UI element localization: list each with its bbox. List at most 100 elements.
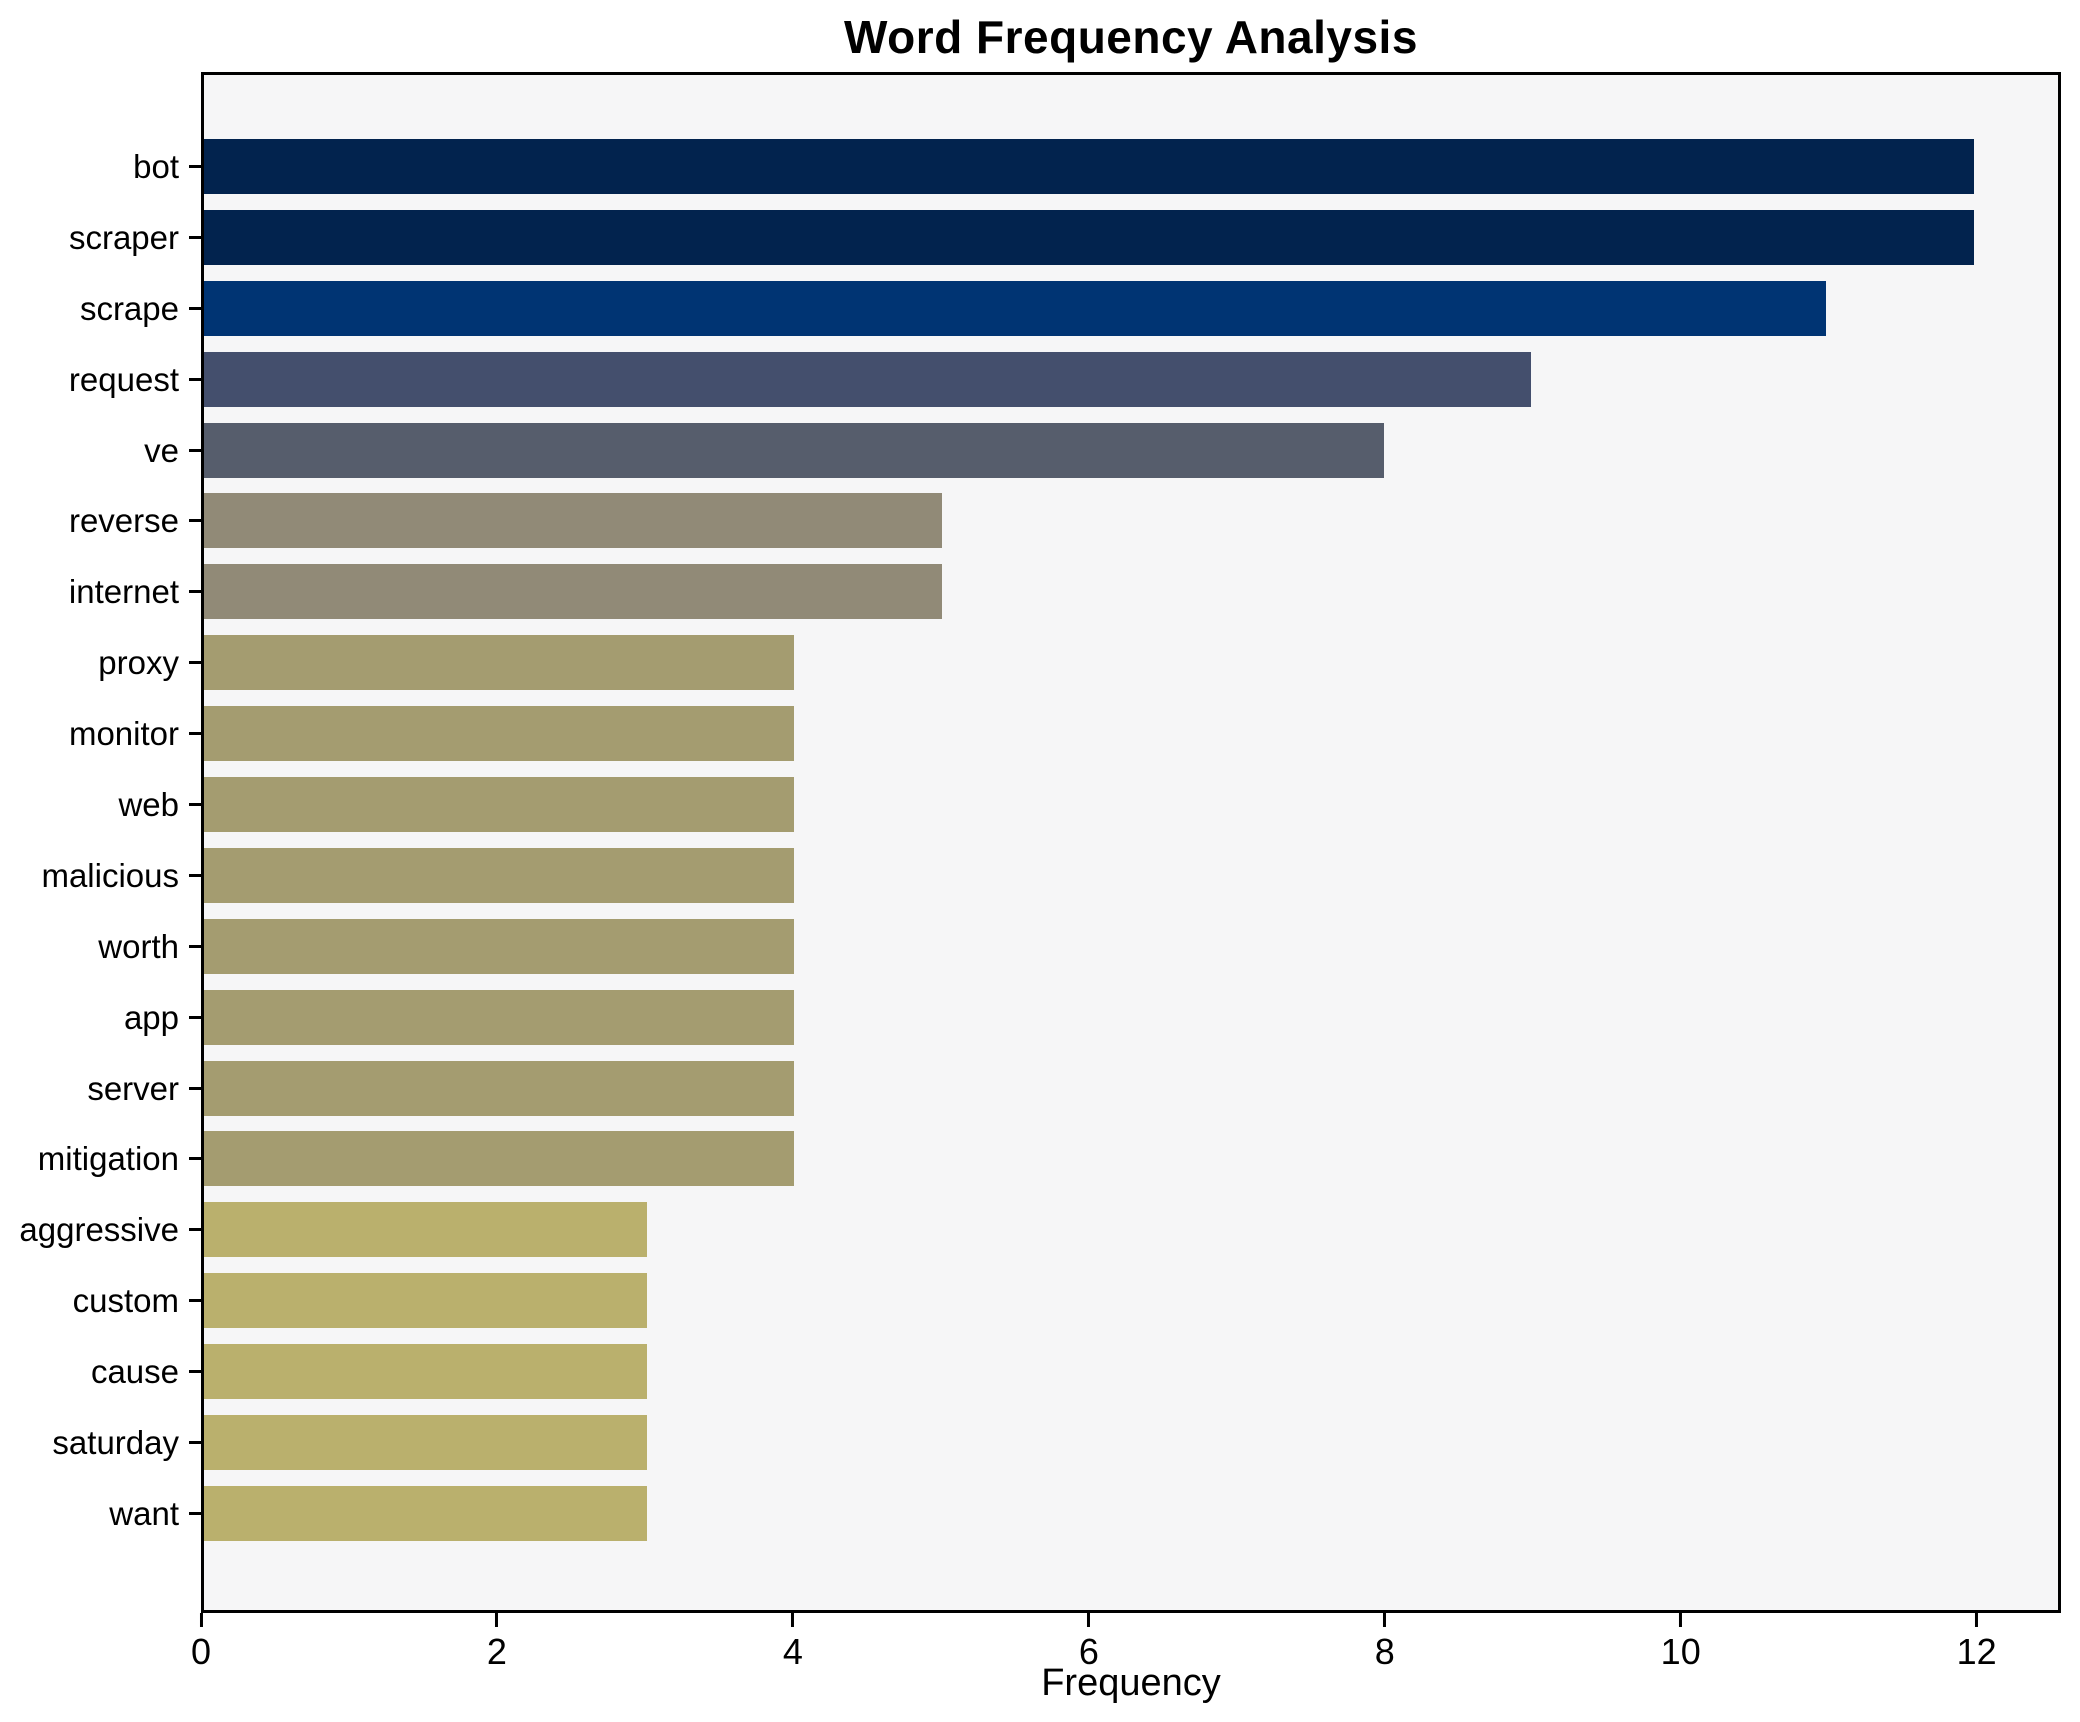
x-tick-mark — [495, 1613, 499, 1627]
y-tick-mark — [189, 1228, 201, 1232]
y-tick-label-cause: cause — [90, 1353, 179, 1391]
y-axis-row: bot — [0, 139, 201, 194]
y-tick-label-mitigation: mitigation — [37, 1140, 179, 1178]
x-tick-label: 0 — [190, 1631, 212, 1672]
x-tick-mark — [1975, 1613, 1979, 1627]
bar-malicious — [204, 847, 794, 903]
y-tick-mark — [189, 235, 201, 239]
bar-row — [204, 1485, 2058, 1541]
x-tick-label: 12 — [1956, 1631, 1997, 1672]
y-axis-row: ve — [0, 423, 201, 478]
bar-row — [204, 777, 2058, 833]
bar-row — [204, 139, 2058, 194]
bar-request — [204, 351, 1532, 407]
bar-row — [204, 1344, 2058, 1400]
bar-worth — [204, 918, 794, 974]
chart-title: Word Frequency Analysis — [844, 11, 1418, 63]
y-axis-row: mitigation — [0, 1131, 201, 1186]
bar-cause — [204, 1344, 647, 1400]
y-tick-mark — [189, 1015, 201, 1019]
y-tick-mark — [189, 165, 201, 168]
bar-row — [204, 422, 2058, 478]
x-tick-0: 0 — [191, 1613, 211, 1673]
y-axis-row: web — [0, 777, 201, 832]
x-tick-mark — [1679, 1613, 1683, 1627]
x-tick-mark — [199, 1613, 203, 1627]
x-tick-mark — [1087, 1613, 1091, 1627]
y-tick-label-custom: custom — [72, 1282, 179, 1320]
y-tick-label-app: app — [123, 998, 179, 1036]
y-axis-row: server — [0, 1061, 201, 1116]
bar-row — [204, 564, 2058, 620]
y-axis-row: monitor — [0, 706, 201, 761]
y-axis-row: scraper — [0, 210, 201, 265]
y-tick-label-malicious: malicious — [41, 856, 179, 894]
x-tick-label: 4 — [782, 1631, 803, 1672]
plot-area — [201, 72, 2061, 1613]
bar-row — [204, 1060, 2058, 1116]
bar-internet — [204, 564, 942, 620]
x-tick-8: 8 — [1375, 1613, 1395, 1673]
bar-row — [204, 706, 2058, 762]
bar-saturday — [204, 1415, 647, 1471]
y-tick-mark — [189, 1370, 201, 1374]
bar-web — [204, 777, 794, 833]
bar-custom — [204, 1273, 647, 1329]
y-axis-row: malicious — [0, 848, 201, 903]
y-tick-mark — [189, 1157, 201, 1161]
y-tick-label-proxy: proxy — [98, 644, 179, 682]
y-tick-mark — [189, 1511, 201, 1515]
y-axis-row: request — [0, 352, 201, 407]
y-tick-mark — [189, 661, 201, 665]
y-tick-label-internet: internet — [68, 573, 179, 611]
y-tick-mark — [189, 803, 201, 807]
y-axis-row: want — [0, 1486, 201, 1541]
bar-row — [204, 918, 2058, 974]
y-axis-row: worth — [0, 919, 201, 974]
y-tick-mark — [189, 377, 201, 381]
x-tick-10: 10 — [1661, 1613, 1701, 1673]
y-axis-row: scrape — [0, 281, 201, 336]
bars-container — [204, 75, 2058, 1610]
bar-monitor — [204, 706, 794, 762]
bar-row — [204, 351, 2058, 407]
bar-want — [204, 1485, 647, 1541]
y-axis-row: internet — [0, 564, 201, 619]
y-tick-mark — [189, 1299, 201, 1303]
y-axis-row: reverse — [0, 493, 201, 548]
bar-scraper — [204, 209, 1974, 265]
y-tick-label-scrape: scrape — [79, 289, 179, 327]
bar-row — [204, 1131, 2058, 1187]
y-tick-mark — [189, 590, 201, 594]
bar-scrape — [204, 280, 1827, 336]
y-tick-label-web: web — [118, 786, 179, 824]
bar-row — [204, 493, 2058, 549]
x-tick-6: 6 — [1079, 1613, 1099, 1673]
y-tick-label-monitor: monitor — [68, 715, 179, 753]
y-axis: bot scraper scrape request ve reverse internet… — [0, 72, 201, 1613]
y-tick-mark — [189, 732, 201, 736]
bar-server — [204, 1060, 794, 1116]
bar-mitigation — [204, 1131, 794, 1187]
bar-bot — [204, 139, 1974, 194]
y-tick-mark — [189, 1441, 201, 1445]
bar-reverse — [204, 493, 942, 549]
y-tick-label-aggressive: aggressive — [19, 1211, 179, 1249]
bar-row — [204, 989, 2058, 1045]
x-tick-mark — [1383, 1613, 1387, 1627]
bar-app — [204, 989, 794, 1045]
y-tick-mark — [189, 1086, 201, 1090]
y-tick-label-want: want — [109, 1494, 179, 1532]
y-tick-label-bot: bot — [133, 148, 179, 185]
bar-row — [204, 209, 2058, 265]
bar-row — [204, 1415, 2058, 1471]
y-axis-row: custom — [0, 1273, 201, 1328]
y-tick-mark — [189, 944, 201, 948]
bar-row — [204, 1202, 2058, 1258]
y-axis-row: aggressive — [0, 1202, 201, 1257]
bar-proxy — [204, 635, 794, 691]
x-tick-label: 2 — [486, 1631, 507, 1672]
y-tick-mark — [189, 873, 201, 877]
y-axis-row: app — [0, 990, 201, 1045]
x-tick-4: 4 — [783, 1613, 803, 1673]
